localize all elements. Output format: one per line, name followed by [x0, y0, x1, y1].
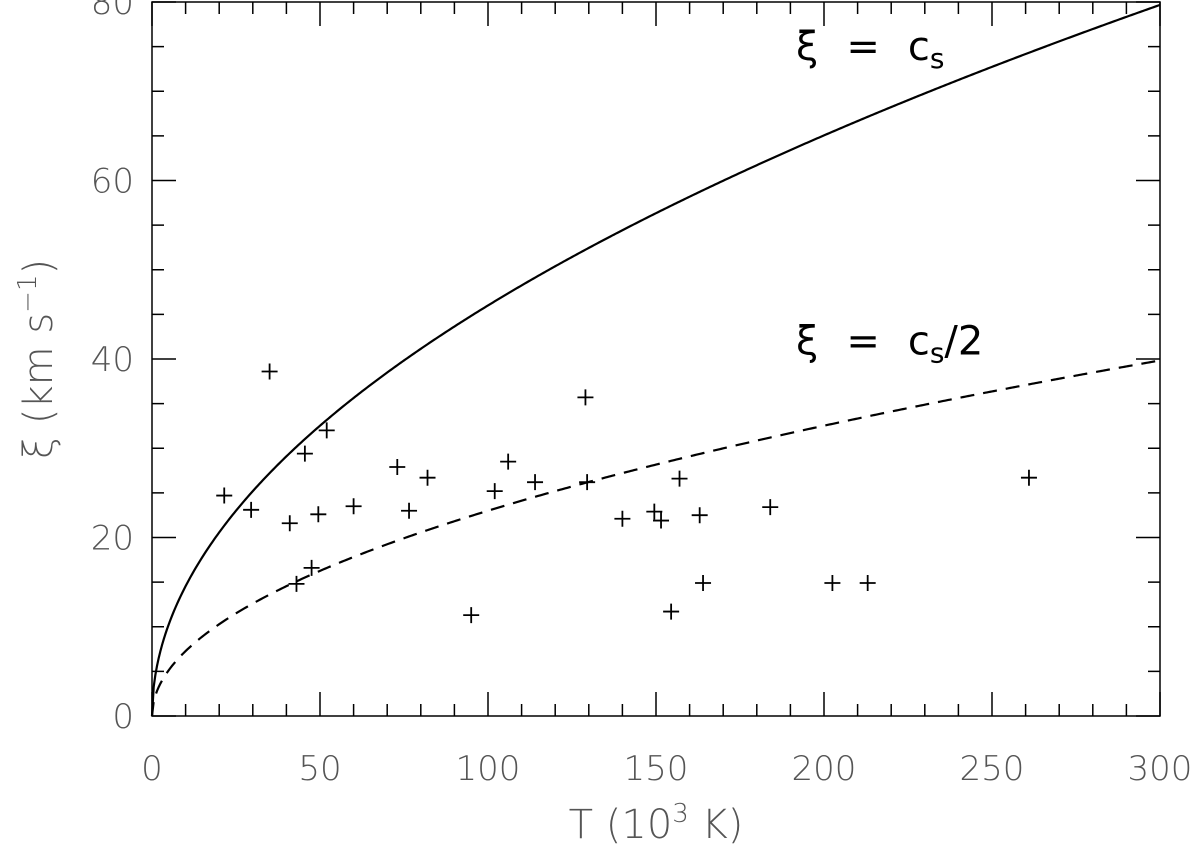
data-point-7	[303, 559, 320, 576]
data-point-29	[859, 575, 876, 592]
x-tick-label-0: 0	[141, 749, 163, 789]
data-point-6	[296, 445, 313, 462]
data-point-9	[318, 422, 335, 439]
curve-line-1	[150, 3, 1161, 717]
y-tick-label-60: 60	[91, 162, 134, 202]
x-tick-label-100: 100	[456, 749, 521, 789]
x-tick-label-250: 250	[960, 749, 1025, 789]
curve-annotations: ξ = cs ξ = cs/2	[796, 24, 983, 370]
data-point-2	[243, 501, 260, 518]
x-axis-title: T (103 K)	[569, 799, 744, 848]
data-point-18	[577, 389, 594, 406]
data-point-26	[695, 575, 712, 592]
tick-labels: 0 50 100 150 200 250 300 0 20 40 60 80	[91, 0, 1193, 789]
data-point-21	[646, 503, 663, 520]
data-point-20	[614, 510, 631, 527]
data-point-11	[389, 458, 406, 475]
data-point-13	[419, 469, 436, 486]
curve-annotation-2: ξ = cs/2	[796, 319, 983, 370]
data-point-30	[1020, 469, 1037, 486]
data-point-28	[824, 575, 841, 592]
data-point-1	[216, 487, 233, 504]
x-tick-label-150: 150	[624, 749, 689, 789]
data-point-16	[500, 453, 517, 470]
data-point-3	[261, 363, 278, 380]
model-curves	[150, 3, 1161, 717]
y-tick-label-40: 40	[91, 340, 134, 380]
curve-annotation-1: ξ = cs	[796, 24, 944, 75]
axes	[151, 1, 1161, 717]
data-point-8	[310, 506, 327, 523]
data-point-25	[691, 507, 708, 524]
data-point-15	[486, 483, 503, 500]
data-point-17	[527, 474, 544, 491]
data-point-22	[653, 512, 670, 529]
x-tick-label-300: 300	[1128, 749, 1193, 789]
y-tick-label-0: 0	[112, 697, 134, 737]
x-tick-label-200: 200	[792, 749, 857, 789]
y-axis-title: ξ (km s−1)	[13, 259, 62, 459]
data-point-23	[663, 603, 680, 620]
data-point-4	[281, 515, 298, 532]
data-point-14	[463, 607, 480, 624]
data-point-5	[288, 575, 305, 592]
data-point-19	[579, 474, 596, 491]
x-tick-label-50: 50	[298, 749, 341, 789]
data-point-24	[671, 470, 688, 487]
y-tick-label-20: 20	[91, 519, 134, 559]
data-point-27	[762, 499, 779, 516]
curve-line-2	[150, 359, 1161, 717]
data-points	[216, 363, 1037, 624]
plot-frame	[151, 1, 1161, 717]
y-tick-label-80: 80	[91, 0, 134, 23]
data-point-10	[345, 498, 362, 515]
data-point-12	[401, 502, 418, 519]
axis-ticks	[151, 1, 1161, 717]
